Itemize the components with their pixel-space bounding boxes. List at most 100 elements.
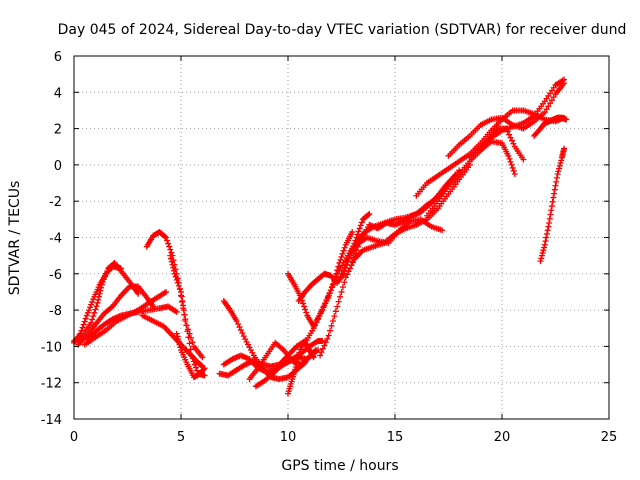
data-point xyxy=(161,233,168,240)
data-point xyxy=(548,203,555,210)
data-point xyxy=(240,333,247,340)
data-point xyxy=(177,344,184,351)
data-point xyxy=(81,318,88,325)
data-point xyxy=(341,244,348,251)
data-point xyxy=(542,238,549,245)
data-point xyxy=(176,285,183,292)
data-point xyxy=(538,255,545,262)
x-tick-label: 15 xyxy=(387,430,404,445)
data-point xyxy=(339,250,346,257)
data-point xyxy=(183,322,190,329)
data-point xyxy=(546,215,553,222)
data-point xyxy=(547,211,554,218)
data-point xyxy=(321,342,328,349)
data-point xyxy=(345,268,352,275)
data-point xyxy=(338,288,345,295)
data-point xyxy=(200,366,207,373)
data-point xyxy=(95,296,102,303)
data-point xyxy=(163,288,170,295)
data-point xyxy=(326,290,333,297)
data-point xyxy=(178,288,184,295)
data-point xyxy=(353,247,360,254)
data-point xyxy=(319,307,326,314)
data-point xyxy=(89,316,96,323)
data-point xyxy=(317,310,324,317)
data-point xyxy=(563,116,570,123)
data-point xyxy=(170,267,177,274)
data-point xyxy=(173,276,180,283)
data-point xyxy=(356,225,363,232)
data-point xyxy=(236,324,243,331)
data-point xyxy=(167,252,174,259)
data-point xyxy=(98,281,105,288)
data-point xyxy=(104,268,111,275)
data-point xyxy=(164,237,171,244)
data-point xyxy=(199,354,206,361)
data-point xyxy=(322,339,329,346)
data-point xyxy=(507,134,514,141)
data-point xyxy=(180,302,187,309)
data-point xyxy=(334,303,341,310)
x-axis-ticks: 0 5 10 15 20 25 xyxy=(70,56,617,445)
data-point xyxy=(303,309,310,316)
y-tick-label: -2 xyxy=(49,195,62,210)
data-point xyxy=(168,258,175,265)
data-point xyxy=(550,194,557,201)
data-point xyxy=(163,234,170,241)
data-point xyxy=(506,131,513,138)
data-point xyxy=(325,332,332,339)
data-point xyxy=(103,270,110,277)
y-tick-label: 0 xyxy=(54,159,62,174)
data-point xyxy=(167,246,174,253)
data-point xyxy=(174,279,181,286)
data-point xyxy=(317,352,324,359)
data-point xyxy=(546,219,553,226)
data-point xyxy=(100,276,107,283)
data-point xyxy=(186,340,193,347)
data-point xyxy=(544,227,551,234)
data-point xyxy=(239,330,246,337)
data-point xyxy=(556,165,563,172)
data-point xyxy=(333,273,340,280)
data-point xyxy=(175,282,182,289)
data-point xyxy=(79,324,86,331)
data-point xyxy=(179,298,186,305)
data-point xyxy=(293,361,300,368)
data-point xyxy=(96,290,103,297)
data-point xyxy=(180,307,187,314)
series-trace-7 xyxy=(139,312,206,370)
data-point xyxy=(332,277,339,284)
data-point xyxy=(187,346,194,353)
series-trace-3 xyxy=(75,283,157,348)
data-point xyxy=(349,229,356,236)
data-point xyxy=(168,255,175,262)
x-axis-label: GPS time / hours xyxy=(281,458,398,474)
data-point xyxy=(548,207,555,214)
data-point xyxy=(553,174,560,181)
data-point xyxy=(190,358,197,365)
data-point xyxy=(341,264,348,271)
series-trace-25 xyxy=(466,76,568,161)
y-tick-label: -4 xyxy=(49,232,62,247)
data-point xyxy=(341,279,348,286)
data-point xyxy=(324,293,331,300)
y-tick-label: -14 xyxy=(41,413,62,428)
data-point xyxy=(322,300,329,307)
data-point xyxy=(319,345,326,352)
data-point xyxy=(509,164,516,171)
data-point xyxy=(557,160,564,167)
data-point xyxy=(89,298,96,305)
data-point xyxy=(350,254,357,261)
data-point xyxy=(553,178,560,185)
data-point xyxy=(506,155,513,162)
data-point xyxy=(561,76,568,83)
data-point xyxy=(340,247,347,254)
data-point xyxy=(166,243,173,250)
x-tick-label: 20 xyxy=(494,430,511,445)
data-point xyxy=(94,299,101,306)
data-point xyxy=(327,287,334,294)
chart-title: Day 045 of 2024, Sidereal Day-to-day VTE… xyxy=(58,22,627,38)
data-point xyxy=(294,358,301,365)
data-point xyxy=(175,338,182,345)
